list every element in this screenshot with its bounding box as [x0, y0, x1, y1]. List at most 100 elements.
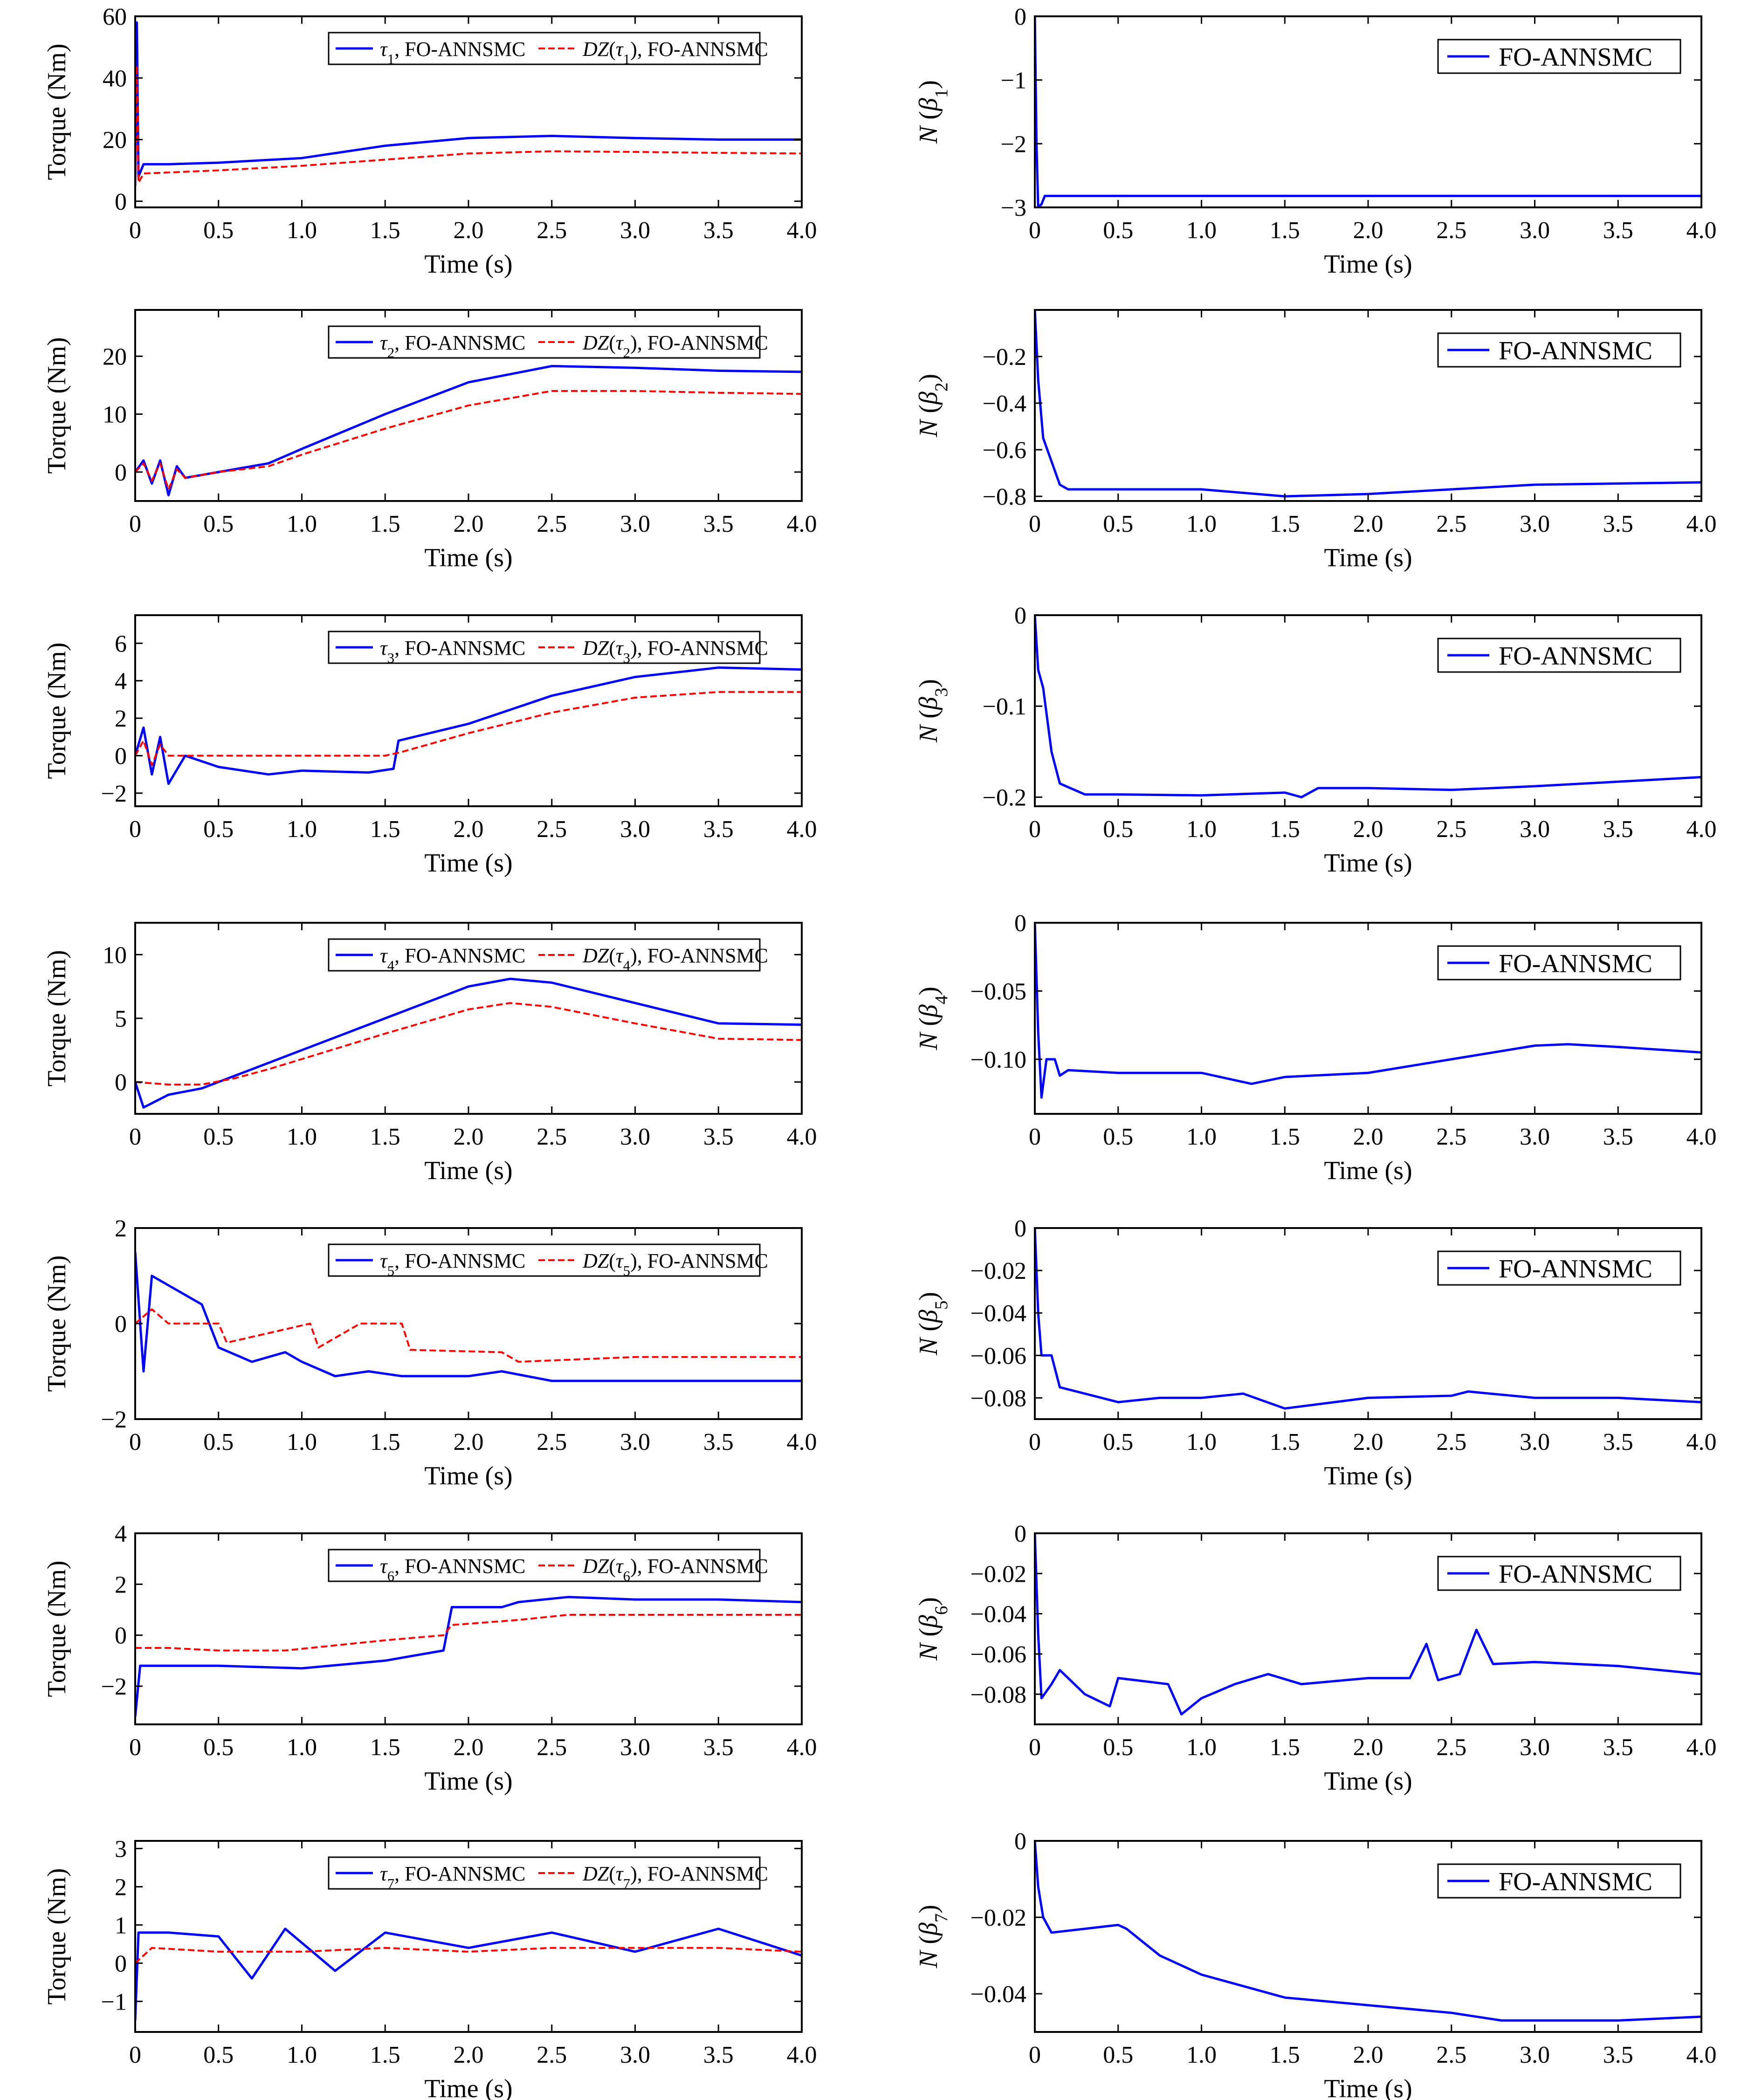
x-tick-label: 1.5 — [370, 1734, 400, 1761]
x-axis-title: Time (s) — [1324, 1156, 1412, 1185]
x-tick-label: 4.0 — [1686, 816, 1717, 843]
y-axis-title: Torque (Nm) — [42, 642, 71, 779]
x-tick-label: 1.0 — [287, 217, 317, 244]
x-tick-label: 1.0 — [1186, 217, 1217, 244]
x-axis-title: Time (s) — [424, 2074, 512, 2100]
x-tick-label: 1.0 — [1186, 511, 1217, 537]
legend-label: τ2, FO-ANNSMC — [380, 331, 525, 361]
x-tick-label: 4.0 — [787, 217, 817, 244]
x-axis-title: Time (s) — [424, 543, 512, 572]
y-axis-title: Torque (Nm) — [42, 1255, 71, 1392]
x-tick-label: 2.5 — [537, 2042, 567, 2068]
y-tick-label: −0.6 — [983, 437, 1026, 464]
y-axis-title: N (β4) — [914, 987, 951, 1050]
series-line-main — [135, 977, 802, 1109]
y-tick-label: 20 — [103, 343, 127, 370]
x-tick-label: 1.0 — [1186, 1429, 1217, 1455]
series-line-deadzone — [135, 64, 802, 192]
y-tick-label: −2 — [101, 781, 127, 807]
y-axis-title: Torque (Nm) — [42, 1560, 71, 1697]
x-tick-label: 2.0 — [1353, 1734, 1383, 1761]
legend: τ5, FO-ANNSMC DZ(τ5), FO-ANNSMC — [328, 1243, 768, 1279]
y-tick-label: −0.08 — [970, 1385, 1026, 1412]
y-tick-label: 5 — [115, 1006, 127, 1032]
legend: τ4, FO-ANNSMC DZ(τ4), FO-ANNSMC — [328, 938, 768, 974]
y-axis-title: N (β5) — [914, 1292, 951, 1356]
legend-box — [1437, 332, 1681, 368]
legend: FO-ANNSMC — [1437, 945, 1681, 981]
legend-label: τ6, FO-ANNSMC — [380, 1555, 525, 1584]
x-tick-label: 1.5 — [370, 2042, 400, 2068]
series-line-deadzone — [135, 390, 802, 491]
x-tick-label: 0.5 — [1103, 1734, 1133, 1761]
y-tick-label: 0 — [115, 1070, 127, 1096]
x-tick-label: 0 — [1029, 1429, 1041, 1455]
x-tick-label: 2.5 — [537, 1429, 567, 1455]
x-tick-label: 1.5 — [1270, 816, 1300, 843]
x-tick-label: 0.5 — [203, 1429, 234, 1455]
y-tick-label: −0.10 — [970, 1047, 1026, 1073]
x-tick-label: 0.5 — [1103, 511, 1133, 537]
y-tick-label: −0.4 — [983, 391, 1026, 417]
y-tick-label: 0 — [115, 1950, 127, 1977]
y-tick-label: 0 — [1014, 1215, 1026, 1242]
legend-label: FO-ANNSMC — [1499, 1560, 1652, 1589]
panel-torque-1: 0 0.5 1.0 1.5 2.0 2.5 3.0 3.5 4.0 0 20 40 60 Time (s)… — [42, 4, 817, 279]
x-tick-label: 3.5 — [703, 1429, 734, 1455]
legend-box — [328, 631, 761, 664]
x-tick-label: 1.0 — [287, 1734, 317, 1761]
x-tick-label: 2.5 — [1436, 816, 1466, 843]
x-tick-label: 4.0 — [787, 1429, 817, 1455]
x-tick-label: 0 — [129, 1429, 141, 1455]
x-axis-title: Time (s) — [1324, 849, 1412, 878]
x-tick-label: 0.5 — [1103, 816, 1133, 843]
legend-box — [1437, 1863, 1681, 1899]
x-tick-label: 1.0 — [1186, 816, 1217, 843]
y-tick-label: −0.02 — [970, 1561, 1026, 1587]
x-tick-label: 4.0 — [1686, 1429, 1717, 1455]
y-axis-title: Torque (Nm) — [42, 1868, 71, 2004]
y-tick-label: 2 — [115, 1874, 127, 1901]
panel-beta-3: 0 0.5 1.0 1.5 2.0 2.5 3.0 3.5 4.0 −0.2 −0.1 0 Time (… — [914, 603, 1717, 878]
x-tick-label: 3.5 — [1603, 816, 1633, 843]
series-line-main — [135, 365, 802, 497]
series-line-main — [135, 1928, 802, 2021]
series-line-deadzone — [135, 1002, 802, 1086]
x-tick-label: 0 — [1029, 1124, 1041, 1150]
x-tick-label: 3.5 — [1603, 1429, 1633, 1455]
panel-beta-5: 0 0.5 1.0 1.5 2.0 2.5 3.0 3.5 4.0 −0.08 −0.06 −0.04… — [914, 1215, 1717, 1490]
series-line-main — [1035, 923, 1701, 1099]
x-tick-label: 3.0 — [1520, 1124, 1550, 1150]
x-tick-label: 3.0 — [1520, 217, 1550, 244]
panel-torque-2: 0 0.5 1.0 1.5 2.0 2.5 3.0 3.5 4.0 0 10 20 Time (s) To… — [42, 309, 817, 572]
y-tick-label: 0 — [1014, 4, 1026, 30]
x-tick-label: 0 — [129, 1124, 141, 1150]
panel-beta-1: 0 0.5 1.0 1.5 2.0 2.5 3.0 3.5 4.0 −3 −2 −1 0 Time (s)… — [914, 4, 1717, 279]
x-tick-label: 0.5 — [203, 511, 234, 537]
series-line-main — [135, 1596, 802, 1717]
series-line-deadzone — [135, 1308, 802, 1363]
legend-label: FO-ANNSMC — [1499, 642, 1652, 671]
y-tick-label: 20 — [103, 127, 127, 154]
x-tick-label: 2.0 — [1353, 2042, 1383, 2068]
y-axis-title: Torque (Nm) — [42, 43, 71, 180]
x-tick-label: 3.5 — [703, 1734, 734, 1761]
x-tick-label: 2.0 — [454, 1124, 484, 1150]
legend-label: DZ(τ6), FO-ANNSMC — [582, 1555, 768, 1584]
y-tick-label: −0.2 — [983, 344, 1026, 371]
x-tick-label: 1.0 — [287, 511, 317, 537]
x-tick-label: 0.5 — [203, 1124, 234, 1150]
y-tick-label: −0.04 — [970, 1300, 1026, 1327]
x-tick-label: 2.5 — [1436, 511, 1466, 537]
panel-torque-7: 0 0.5 1.0 1.5 2.0 2.5 3.0 3.5 4.0 −1 0 1 2 3 Time (s) T… — [42, 1836, 817, 2100]
legend-label: DZ(τ4), FO-ANNSMC — [582, 944, 768, 974]
y-tick-label: 1 — [115, 1912, 127, 1939]
y-tick-label: 0 — [1014, 910, 1026, 937]
x-tick-label: 1.0 — [287, 1124, 317, 1150]
x-tick-label: 0.5 — [203, 1734, 234, 1761]
legend-label: FO-ANNSMC — [1499, 949, 1652, 978]
y-tick-label: 60 — [103, 4, 127, 30]
x-tick-label: 1.5 — [1270, 2042, 1300, 2068]
